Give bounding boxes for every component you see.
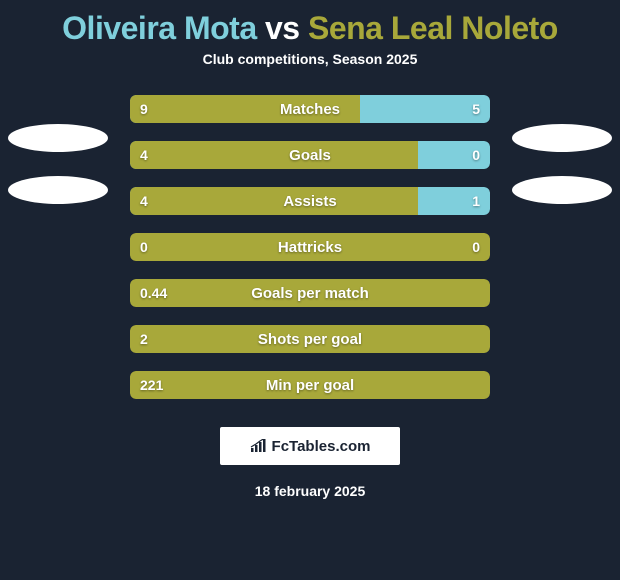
brand-text: FcTables.com	[272, 438, 371, 455]
date-label: 18 february 2025	[0, 483, 620, 499]
stat-label: Hattricks	[130, 233, 490, 261]
stat-bar: 41Assists	[130, 187, 490, 215]
stat-bar: 2Shots per goal	[130, 325, 490, 353]
player2-name: Sena Leal Noleto	[308, 10, 558, 46]
stat-label: Goals per match	[130, 279, 490, 307]
stat-label: Min per goal	[130, 371, 490, 399]
stat-label: Shots per goal	[130, 325, 490, 353]
player1-name: Oliveira Mota	[62, 10, 256, 46]
stat-bar: 00Hattricks	[130, 233, 490, 261]
subtitle: Club competitions, Season 2025	[0, 51, 620, 95]
stat-label: Goals	[130, 141, 490, 169]
stat-bar: 95Matches	[130, 95, 490, 123]
stat-bar: 0.44Goals per match	[130, 279, 490, 307]
stat-bar: 221Min per goal	[130, 371, 490, 399]
stat-label: Assists	[130, 187, 490, 215]
stat-label: Matches	[130, 95, 490, 123]
stat-bar: 40Goals	[130, 141, 490, 169]
page-title: Oliveira Mota vs Sena Leal Noleto	[0, 0, 620, 51]
deco-ellipse	[8, 124, 108, 152]
deco-ellipse	[512, 124, 612, 152]
comparison-bars: 95Matches 40Goals 41Assists 00Hattricks 0.44…	[130, 95, 490, 399]
title-vs: vs	[265, 10, 300, 46]
brand-badge: FcTables.com	[220, 427, 400, 465]
deco-ellipse	[8, 176, 108, 204]
deco-ellipse	[512, 176, 612, 204]
chart-icon	[250, 439, 268, 453]
